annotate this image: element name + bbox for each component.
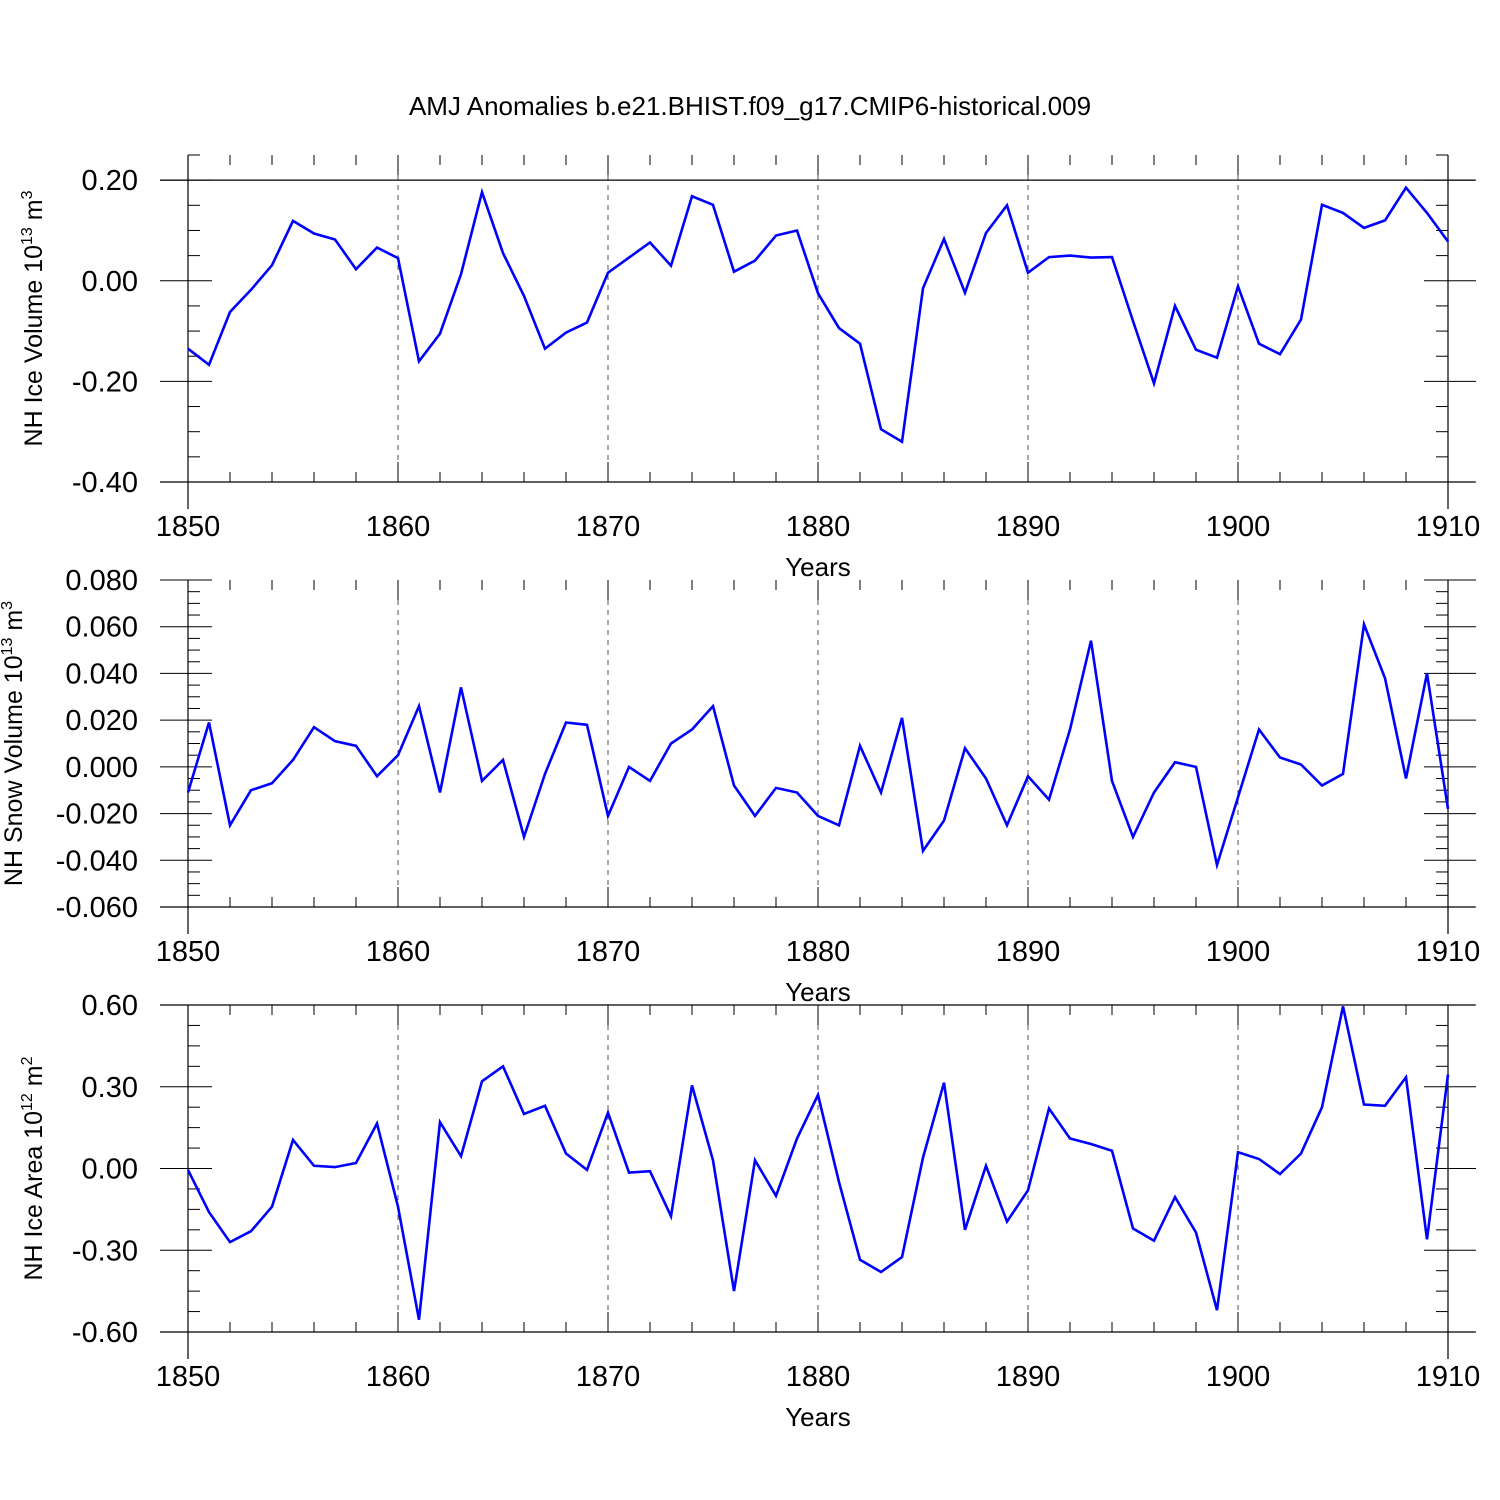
y-tick-label: -0.60 <box>72 1317 138 1349</box>
y-tick-label: 0.060 <box>65 612 138 644</box>
series-line <box>187 185 1450 444</box>
x-axis-label: Years <box>785 977 851 1007</box>
y-label-text: NH Snow Volume 10 <box>0 655 28 886</box>
panel-1: -0.40 -0.20 0.00 0.20 1850 1860 1870 1880 1890 19… <box>19 154 1481 582</box>
panel-3: -0.60 -0.30 0.00 0.30 0.60 1850 1860 1870 1880 18… <box>19 990 1480 1432</box>
y-tick-label: 0.080 <box>65 565 138 597</box>
x-tick-label: 1910 <box>1416 511 1481 543</box>
x-tick-label: 1880 <box>786 1361 851 1393</box>
y-label-space <box>20 1086 48 1093</box>
y-label-unit-exponent: 3 <box>0 601 16 610</box>
x-tick-label: 1900 <box>1206 936 1271 968</box>
y-axis-label: NH Snow Volume 1013 m3 <box>0 601 28 886</box>
y-tick-label: -0.040 <box>56 845 138 877</box>
y-tick-label: -0.40 <box>72 467 138 499</box>
y-label-space <box>20 220 48 227</box>
series-line <box>186 1006 1450 1320</box>
x-tick-label: 1900 <box>1206 511 1271 543</box>
x-tick-label: 1860 <box>366 1361 431 1393</box>
y-label-unit: m <box>20 1065 48 1086</box>
x-tick-label: 1850 <box>156 1361 221 1393</box>
y-tick-label: 0.020 <box>65 705 138 737</box>
x-tick-label: 1850 <box>156 936 221 968</box>
x-axis-label: Years <box>785 1402 851 1432</box>
x-tick-label: 1870 <box>576 936 641 968</box>
y-tick-label: 0.20 <box>82 165 138 197</box>
series-line <box>186 619 1450 871</box>
x-tick-label: 1860 <box>366 936 431 968</box>
x-tick-label: 1880 <box>786 511 851 543</box>
y-tick-label: 0.00 <box>82 1154 138 1186</box>
y-tick-label: 0.040 <box>65 658 138 690</box>
y-label-unit-exponent: 2 <box>19 1056 36 1065</box>
y-tick-label: 0.60 <box>82 990 138 1022</box>
y-tick-label: 0.30 <box>82 1072 138 1104</box>
y-tick-label: 0.00 <box>82 266 138 298</box>
y-tick-label: -0.020 <box>56 799 138 831</box>
y-label-space <box>0 631 28 638</box>
x-tick-label: 1870 <box>576 1361 641 1393</box>
y-label-unit: m <box>20 199 48 220</box>
x-tick-label: 1870 <box>576 511 641 543</box>
chart-title: AMJ Anomalies b.e21.BHIST.f09_g17.CMIP6-… <box>409 91 1091 121</box>
y-label-unit-exponent: 3 <box>19 190 36 199</box>
x-tick-label: 1880 <box>786 936 851 968</box>
y-label-text: NH Ice Area 10 <box>20 1111 48 1281</box>
x-tick-label: 1860 <box>366 511 431 543</box>
y-axis-label: NH Ice Area 1012 m2 <box>19 1056 48 1280</box>
y-tick-label: -0.30 <box>72 1235 138 1267</box>
panel-2: -0.060 -0.040 -0.020 0.000 0.020 0.040 0.060 0.… <box>0 565 1480 1007</box>
x-tick-label: 1900 <box>1206 1361 1271 1393</box>
x-tick-label: 1850 <box>156 511 221 543</box>
y-tick-label: 0.000 <box>65 752 138 784</box>
y-label-exponent: 13 <box>19 227 36 245</box>
x-tick-label: 1890 <box>996 936 1061 968</box>
y-axis-label: NH Ice Volume 1013 m3 <box>19 190 48 446</box>
y-tick-label: -0.060 <box>56 892 138 924</box>
x-axis-label: Years <box>785 552 851 582</box>
y-tick-label: -0.20 <box>72 366 138 398</box>
y-label-unit: m <box>0 610 28 631</box>
x-tick-label: 1890 <box>996 511 1061 543</box>
x-tick-label: 1910 <box>1416 936 1481 968</box>
x-tick-label: 1910 <box>1416 1361 1481 1393</box>
y-label-exponent: 12 <box>19 1093 36 1111</box>
x-tick-label: 1890 <box>996 1361 1061 1393</box>
y-label-exponent: 13 <box>0 638 16 656</box>
y-label-text: NH Ice Volume 10 <box>20 245 48 447</box>
